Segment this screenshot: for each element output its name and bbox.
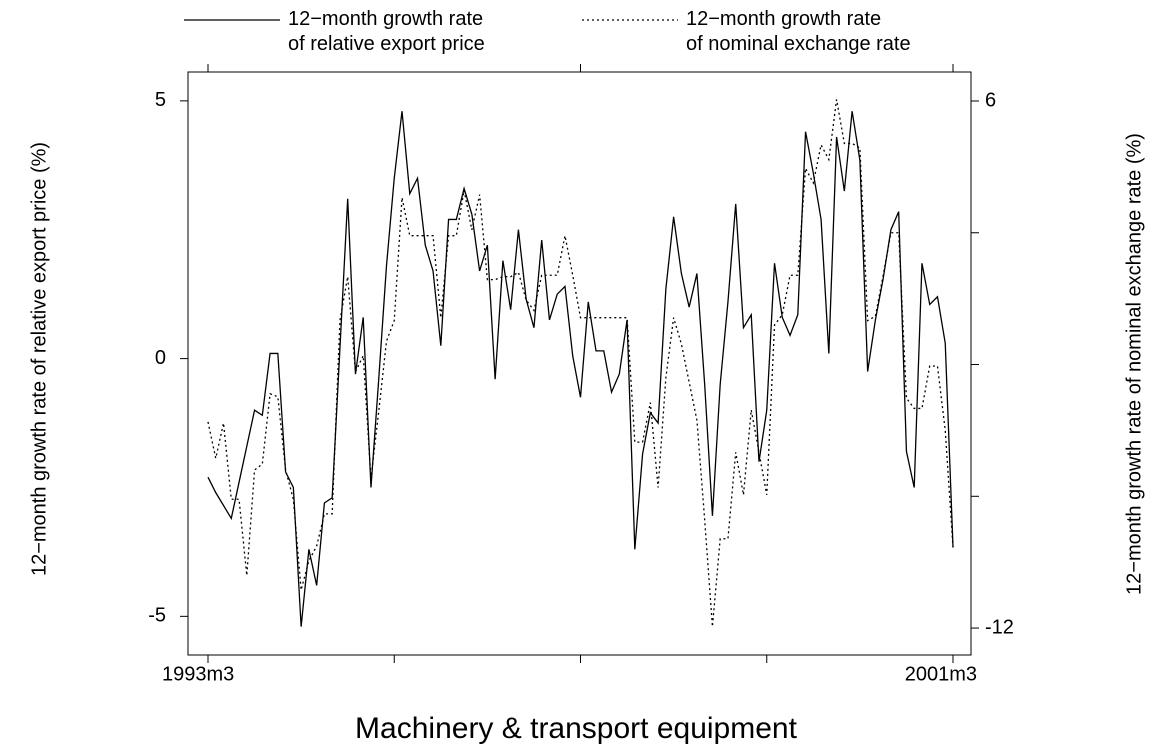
series-line [207, 111, 954, 627]
y-axis-label: 12−month growth rate of relative export … [28, 142, 50, 576]
x-tick-label: 1993m3 [162, 663, 234, 685]
y-tick-label: 5 [155, 89, 166, 111]
chart-title: Machinery & transport equipment [355, 712, 798, 745]
series-line [207, 99, 954, 627]
x-tick-label: 2001m3 [905, 663, 977, 685]
y2-tick-label: -12 [985, 616, 1014, 638]
y-tick-label: -5 [148, 605, 166, 627]
plot-frame [187, 71, 972, 656]
y-tick-label: 0 [155, 347, 166, 369]
y2-axis-label: 12−month growth rate of nominal exchange… [1123, 133, 1145, 595]
y2-tick-label: 6 [985, 89, 996, 111]
legend-label: 12−month growth rate of relative export p… [288, 8, 485, 55]
legend-label: 12−month growth rate of nominal exchange … [686, 8, 911, 55]
